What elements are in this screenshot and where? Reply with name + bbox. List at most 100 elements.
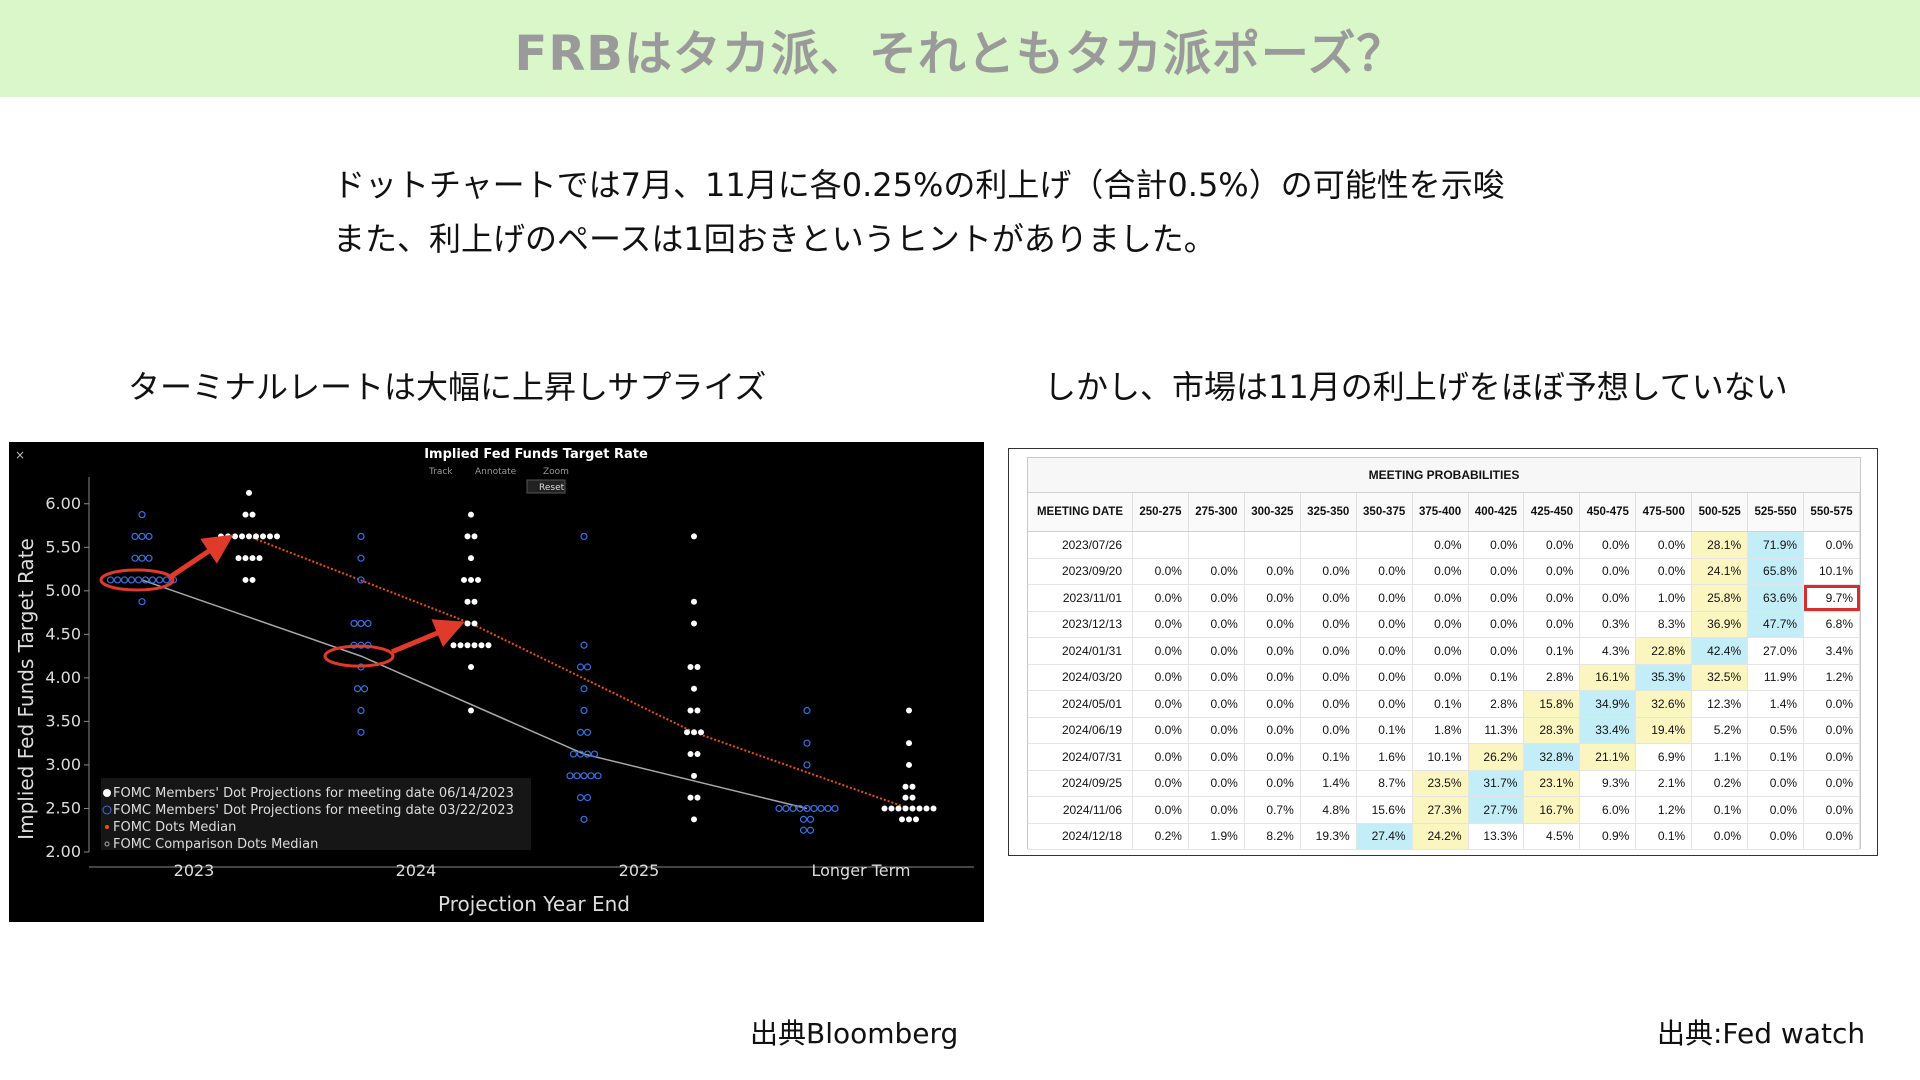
legend-june-dots: FOMC Members' Dot Projections for meetin…	[113, 786, 514, 801]
june-dot	[687, 664, 694, 670]
probability-cell: 0.0%	[1356, 637, 1413, 665]
table-body: 2023/07/26 0.0% 0.0% 0.0% 0.0% 0.0% 28.1% 71.9%…	[1028, 531, 1860, 850]
meeting-date-cell: 2024/03/20	[1028, 664, 1133, 691]
header-rate-range: 525-550	[1747, 493, 1805, 532]
march-dot	[583, 728, 592, 736]
header-rate-range: 375-400	[1412, 493, 1469, 532]
june-dot	[242, 555, 249, 562]
june-dot	[698, 729, 704, 736]
probability-cell: 0.0%	[1188, 637, 1245, 665]
probability-cell: 0.0%	[1747, 796, 1805, 824]
probability-cell: 2.8%	[1468, 690, 1525, 718]
probability-table: MEETING DATE 250-275 275-300 300-325 325-350…	[1028, 493, 1860, 850]
probability-cell: 0.0%	[1523, 531, 1581, 559]
probability-cell: 0.0%	[1300, 664, 1357, 691]
annotate-tool[interactable]: Annotate	[475, 467, 517, 477]
probability-cell: 0.0%	[1635, 531, 1693, 559]
reset-label[interactable]: Reset	[539, 483, 565, 493]
left-subtitle: ターミナルレートは大幅に上昇しサプライズ	[128, 368, 767, 406]
probability-cell: 1.4%	[1300, 770, 1357, 797]
probability-cell: 0.0%	[1244, 558, 1301, 585]
probability-cell: 0.0%	[1300, 637, 1357, 665]
june-dot	[485, 642, 492, 649]
right-subtitle: しかし、市場は11月の利上げをほぼ予想していない	[1044, 368, 1788, 406]
probability-cell: 0.2%	[1132, 823, 1189, 850]
probability-cell: 0.1%	[1635, 823, 1693, 850]
june-dot	[239, 533, 245, 540]
meeting-date-cell: 2023/07/26	[1028, 531, 1133, 559]
table-row: 2024/09/25 0.0% 0.0% 0.0% 1.4% 8.7% 23.5% 31.7%…	[1028, 770, 1860, 797]
chart-title: Implied Fed Funds Target Rate	[424, 447, 648, 462]
probability-cell: 0.0%	[1244, 611, 1301, 638]
header-rate-range: 350-375	[1356, 493, 1413, 532]
x-tick-label: 2023	[174, 861, 215, 880]
probability-cell: 10.1%	[1412, 743, 1469, 771]
march-dot	[127, 576, 136, 584]
probability-cell: 0.1%	[1300, 743, 1357, 771]
probability-cell: 1.1%	[1691, 743, 1749, 771]
table-row: 2023/07/26 0.0% 0.0% 0.0% 0.0% 0.0% 28.1% 71.9%…	[1028, 531, 1860, 559]
y-tick-label: 5.00	[45, 581, 81, 600]
probability-cell: 0.0%	[1747, 823, 1805, 850]
march-dot	[357, 532, 365, 541]
slide-title: FRBはタカ派、それともタカ派ポーズ？	[514, 25, 1406, 82]
march-dot	[162, 576, 171, 584]
header-rate-range: 300-325	[1244, 493, 1301, 532]
june-dot	[691, 729, 697, 736]
june-dot	[694, 664, 701, 670]
table-row: 2024/06/19 0.0% 0.0% 0.0% 0.0% 0.1% 1.8% 11.3% 2…	[1028, 717, 1860, 744]
march-dot	[148, 576, 157, 584]
probability-cell: 0.2%	[1691, 770, 1749, 797]
march-dot	[799, 826, 808, 834]
probability-cell: 0.0%	[1132, 770, 1189, 797]
y-tick-label: 2.00	[45, 842, 81, 861]
june-dot	[694, 751, 701, 758]
march-dot	[817, 804, 825, 813]
march-dot	[824, 804, 832, 813]
march-dot	[357, 728, 365, 736]
probability-cell: 0.0%	[1300, 690, 1357, 718]
june-dot	[906, 761, 912, 768]
march-dot	[155, 576, 164, 584]
y-tick-label: 4.50	[45, 624, 81, 643]
probability-cell: 11.9%	[1747, 664, 1805, 691]
june-dot	[687, 751, 694, 758]
probability-cell: 16.1%	[1579, 664, 1637, 691]
probability-cell: 0.0%	[1468, 531, 1525, 559]
track-tool[interactable]: Track	[428, 467, 453, 477]
march-dot	[580, 685, 588, 693]
legend-marker-march	[102, 805, 112, 815]
probability-cell: 2.1%	[1635, 770, 1693, 797]
probability-cell: 32.8%	[1523, 743, 1581, 771]
march-dot	[357, 554, 365, 562]
probability-cell: 0.0%	[1132, 690, 1189, 718]
y-tick-label: 3.00	[45, 755, 81, 774]
chart-legend: FOMC Members' Dot Projections for meetin…	[101, 778, 531, 852]
june-dot	[691, 772, 697, 779]
june-dot	[909, 794, 916, 801]
probability-cell: 1.2%	[1803, 664, 1860, 691]
table-row: 2023/09/20 0.0% 0.0% 0.0% 0.0% 0.0% 0.0% 0.0% 0.…	[1028, 558, 1860, 585]
probability-cell: 0.0%	[1244, 664, 1301, 691]
probability-cell: 1.9%	[1188, 823, 1245, 850]
probability-cell: 0.0%	[1244, 690, 1301, 718]
intro-text: ドットチャートでは7月、11月に各0.25%の利上げ（合計0.5%）の可能性を示…	[333, 158, 1505, 266]
meeting-probabilities-frame: MEETING PROBABILITIES MEETING DATE 250-27…	[1027, 457, 1861, 850]
march-dot	[580, 815, 588, 823]
march-dot	[350, 619, 358, 628]
reset-button[interactable]	[526, 479, 566, 494]
probability-cell: 0.0%	[1244, 717, 1301, 744]
probability-cell: 0.0%	[1412, 611, 1469, 638]
probability-cell: 0.0%	[1188, 558, 1245, 585]
probability-cell: 0.3%	[1579, 611, 1637, 638]
probability-cell: 32.6%	[1635, 690, 1693, 718]
probability-cell: 26.2%	[1468, 743, 1525, 771]
table-row: 2024/01/31 0.0% 0.0% 0.0% 0.0% 0.0% 0.0% 0.0% 0.…	[1028, 637, 1860, 665]
march-dot	[576, 750, 585, 758]
probability-cell: 0.0%	[1132, 743, 1189, 771]
zoom-tool[interactable]: Zoom	[543, 467, 569, 477]
meeting-date-cell: 2024/05/01	[1028, 690, 1133, 718]
june-dot	[916, 805, 923, 812]
chart-close-icon[interactable]: ×	[15, 448, 25, 462]
right-source: 出典:Fed watch	[1657, 1017, 1866, 1050]
